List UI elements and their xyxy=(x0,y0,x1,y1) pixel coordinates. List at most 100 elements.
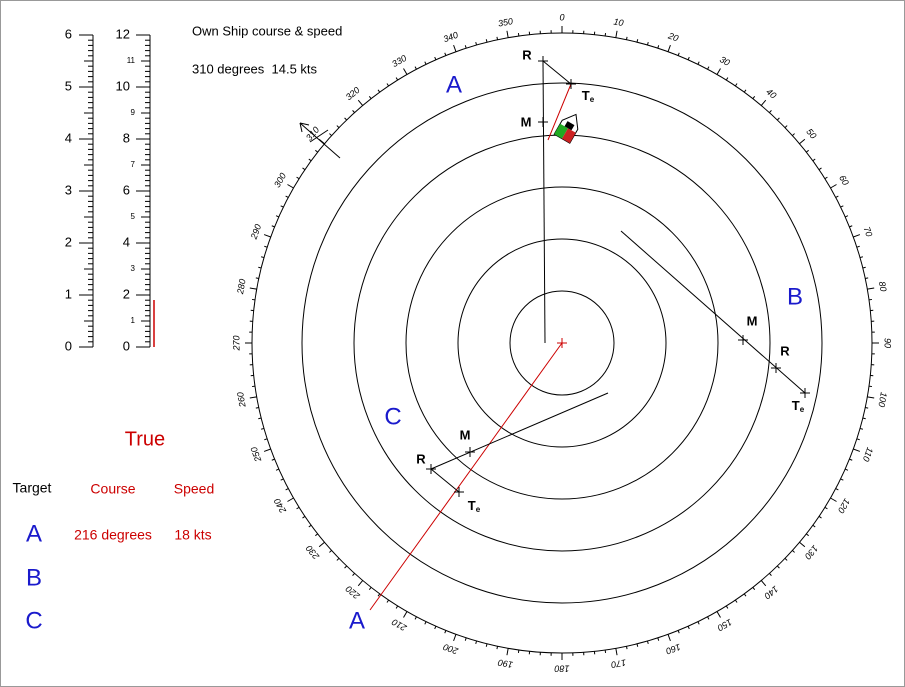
bearing-tick xyxy=(734,599,738,603)
own-ship-icon xyxy=(553,113,579,144)
scale-label: 1 xyxy=(131,316,136,325)
bearing-tick xyxy=(275,215,280,218)
bearing-tick xyxy=(853,234,861,238)
target-a-relative xyxy=(542,60,572,85)
plot-point xyxy=(454,487,464,497)
bearing-tick xyxy=(760,580,767,587)
bearing-tick xyxy=(444,52,447,56)
bearing-tick xyxy=(769,110,772,113)
bearing-tick xyxy=(302,167,306,171)
bearing-label: 160 xyxy=(665,642,683,657)
bearing-tick xyxy=(853,448,861,452)
marker-subscript: e xyxy=(590,95,595,104)
bearing-tick xyxy=(275,468,280,471)
bearing-tick xyxy=(315,149,319,153)
bearing-tick xyxy=(344,565,348,569)
heading-arrow-head xyxy=(299,122,310,133)
bearing-tick xyxy=(287,184,294,189)
bearing-tick xyxy=(859,427,864,430)
bearing-tick xyxy=(752,586,756,590)
range-ring xyxy=(405,186,719,500)
scale-label: 7 xyxy=(131,160,136,169)
scale-label: 12 xyxy=(116,26,130,41)
bearing-tick xyxy=(285,488,289,491)
bearing-tick xyxy=(840,478,844,481)
bearing-tick xyxy=(636,643,639,647)
own-ship-value: 310 degrees 14.5 kts xyxy=(192,61,318,76)
bearing-tick xyxy=(824,176,828,180)
bearing-tick xyxy=(296,506,300,510)
bearing-tick xyxy=(812,524,816,528)
bearing-tick xyxy=(835,195,839,198)
bearing-tick xyxy=(830,497,837,502)
bearing-tick xyxy=(315,533,319,537)
bearing-tick xyxy=(636,39,639,43)
marker-letter: T xyxy=(792,398,800,413)
plot-point xyxy=(426,464,436,474)
bearing-tick xyxy=(485,39,488,43)
bearing-tick xyxy=(805,149,809,153)
scale-label: 5 xyxy=(131,212,136,221)
target-b-track xyxy=(620,230,806,394)
bearing-tick xyxy=(263,448,271,452)
plot-labels: A B C A xyxy=(349,71,803,634)
bearing-tick xyxy=(677,52,680,56)
bearing-tick xyxy=(707,66,710,70)
bearing-tick xyxy=(849,458,853,461)
target-id: A xyxy=(26,520,42,547)
marker-letter: T xyxy=(468,498,476,513)
bearing-tick xyxy=(434,625,437,630)
bearing-tick xyxy=(615,648,618,656)
scale-label: 2 xyxy=(65,234,72,249)
bearing-tick xyxy=(271,458,275,461)
bearing-tick xyxy=(784,125,788,129)
heading-arrow-cross xyxy=(309,129,329,143)
scale-label: 6 xyxy=(123,182,130,197)
bearing-tick xyxy=(805,533,809,537)
bearing-tick xyxy=(357,580,364,587)
plot-label: B xyxy=(787,283,803,310)
bearing-tick xyxy=(453,44,457,52)
target-id: B xyxy=(26,564,42,591)
bearing-tick xyxy=(830,184,837,189)
scale-label: 2 xyxy=(123,286,130,301)
bearing-tick xyxy=(453,634,457,642)
bearing-tick xyxy=(856,438,860,441)
bearing-tick xyxy=(707,616,710,620)
target-c-track xyxy=(430,392,609,470)
bearing-tick xyxy=(264,245,268,248)
bearing-tick xyxy=(287,497,294,502)
target-speed: 18 kts xyxy=(174,527,211,543)
bearing-tick xyxy=(867,396,875,399)
bearing-label: 170 xyxy=(610,657,627,669)
bearing-tick xyxy=(258,266,262,269)
scale-label: 3 xyxy=(131,264,136,273)
bearing-tick xyxy=(434,56,437,61)
plot-point xyxy=(800,388,810,398)
bearing-tick xyxy=(258,417,262,420)
bearing-tick xyxy=(475,41,478,46)
scale-label: 4 xyxy=(123,234,130,249)
bearing-tick xyxy=(760,99,767,106)
bearing-tick xyxy=(716,68,721,75)
plot-label: A xyxy=(349,607,365,634)
bearing-tick xyxy=(835,488,839,491)
table-title: True xyxy=(125,428,165,450)
bearing-tick xyxy=(856,245,860,248)
bearing-tick xyxy=(264,438,268,441)
bearing-tick xyxy=(464,637,467,641)
bearing-tick xyxy=(862,266,866,269)
bearing-label: 0 xyxy=(559,12,564,22)
marker-label: R xyxy=(522,47,532,62)
bearing-tick xyxy=(769,573,772,576)
marker-label: M xyxy=(521,114,532,129)
bearing-tick xyxy=(646,41,649,46)
bearing-tick xyxy=(302,515,306,519)
bearing-tick xyxy=(687,56,690,61)
bearing-tick xyxy=(464,45,467,49)
bearing-tick xyxy=(414,616,417,620)
bearing-tick xyxy=(667,44,671,52)
plot-point xyxy=(538,56,548,66)
target-id: C xyxy=(25,607,42,634)
